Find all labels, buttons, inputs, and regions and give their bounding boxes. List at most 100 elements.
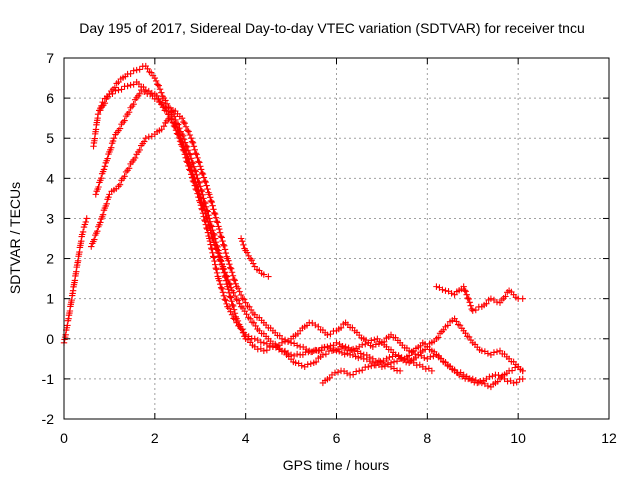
y-tick-label: -2: [42, 411, 55, 427]
y-tick-label: 1: [46, 291, 54, 307]
point-marker: [217, 233, 225, 240]
point-marker: [225, 305, 233, 312]
point-marker: [226, 260, 233, 268]
point-marker: [178, 114, 186, 122]
point-marker: [211, 261, 219, 268]
point-marker: [195, 158, 202, 165]
point-marker: [368, 362, 375, 370]
x-tick-label: 6: [333, 430, 341, 446]
point-marker: [519, 295, 526, 302]
point-marker: [97, 106, 104, 114]
point-marker: [396, 367, 404, 375]
point-marker: [242, 299, 249, 306]
point-marker: [220, 241, 227, 248]
point-marker: [250, 260, 257, 267]
point-marker: [189, 139, 197, 146]
point-marker: [190, 143, 198, 150]
point-marker: [234, 285, 242, 292]
point-marker: [211, 209, 218, 217]
point-marker: [152, 77, 160, 85]
point-marker: [469, 307, 476, 314]
point-marker: [182, 142, 190, 150]
point-marker: [64, 322, 71, 329]
point-marker: [237, 291, 245, 299]
point-marker: [148, 89, 156, 97]
point-marker: [225, 257, 232, 264]
point-marker: [216, 229, 224, 236]
y-tick-label: 6: [46, 90, 54, 106]
point-marker: [293, 342, 301, 349]
y-tick-label: 5: [46, 130, 54, 146]
point-marker: [184, 147, 192, 154]
point-marker: [281, 338, 289, 345]
point-marker: [79, 228, 87, 236]
point-marker: [200, 174, 208, 181]
point-marker: [197, 166, 205, 173]
point-marker: [359, 367, 366, 374]
point-marker: [463, 291, 470, 298]
point-marker: [122, 168, 130, 176]
point-marker: [191, 175, 198, 183]
point-marker: [218, 258, 225, 265]
point-marker: [428, 367, 436, 375]
point-marker: [331, 369, 339, 377]
point-marker: [359, 341, 366, 348]
point-marker: [183, 143, 191, 151]
point-marker: [478, 379, 486, 387]
point-marker: [110, 135, 118, 142]
point-marker: [108, 144, 115, 151]
point-marker: [211, 235, 219, 242]
point-marker: [319, 351, 327, 359]
point-marker: [191, 146, 198, 154]
point-marker: [239, 329, 247, 336]
point-marker: [210, 254, 218, 261]
point-marker: [217, 281, 224, 288]
point-marker: [222, 277, 230, 284]
point-marker: [136, 146, 143, 154]
point-marker: [251, 335, 258, 342]
point-marker: [235, 321, 243, 328]
point-marker: [193, 171, 200, 178]
point-marker: [131, 154, 139, 162]
point-marker: [181, 119, 188, 127]
point-marker: [490, 349, 498, 356]
point-marker: [229, 272, 237, 279]
series-sat-g: [319, 351, 436, 387]
point-marker: [192, 168, 199, 175]
point-marker: [104, 155, 111, 162]
point-marker: [154, 81, 161, 88]
point-marker: [206, 215, 213, 222]
point-marker: [487, 295, 495, 302]
point-marker: [234, 317, 242, 325]
point-marker: [219, 289, 227, 296]
point-marker: [467, 302, 474, 309]
point-marker: [95, 183, 102, 191]
point-marker: [189, 159, 197, 167]
point-marker: [415, 351, 422, 359]
point-marker: [223, 300, 230, 308]
point-marker: [201, 198, 208, 206]
point-marker: [199, 170, 207, 178]
x-tick-label: 0: [60, 430, 68, 446]
point-marker: [398, 354, 405, 361]
point-marker: [211, 210, 219, 218]
point-marker: [239, 295, 246, 302]
point-marker: [121, 173, 128, 180]
point-marker: [103, 200, 110, 208]
point-marker: [179, 132, 187, 140]
point-marker: [227, 308, 234, 315]
point-marker: [194, 154, 201, 162]
y-tick-label: 2: [46, 251, 54, 267]
point-marker: [433, 283, 440, 290]
point-marker: [194, 183, 201, 191]
point-marker: [127, 70, 134, 77]
point-marker: [194, 175, 201, 182]
point-marker: [196, 159, 203, 166]
point-marker: [232, 280, 239, 288]
point-marker: [215, 250, 223, 257]
point-marker: [186, 131, 194, 139]
point-marker: [356, 367, 363, 375]
point-marker: [173, 120, 181, 127]
point-marker: [109, 137, 117, 145]
